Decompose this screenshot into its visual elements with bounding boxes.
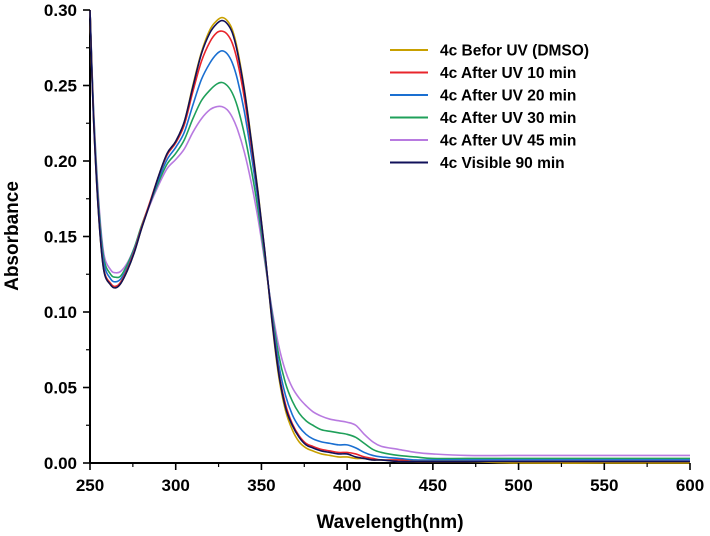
x-tick-label: 350 bbox=[247, 476, 275, 495]
y-tick-label: 0.25 bbox=[44, 77, 77, 96]
series-line-4 bbox=[89, 9, 690, 460]
series-line-5 bbox=[89, 9, 690, 457]
series-line-6 bbox=[89, 9, 690, 463]
series-line-2 bbox=[89, 9, 690, 463]
series-line-3 bbox=[89, 9, 690, 461]
legend-label-6: 4c Visible 90 min bbox=[440, 155, 565, 172]
plot-frame bbox=[89, 10, 690, 464]
legend-label-3: 4c After UV 20 min bbox=[440, 88, 576, 105]
y-axis-ticks: 0.00 0.05 0.10 0.15 0.20 0.25 0.30 bbox=[44, 1, 90, 473]
legend: 4c Befor UV (DMSO) 4c After UV 10 min 4c A… bbox=[390, 43, 589, 172]
y-tick-label: 0.15 bbox=[44, 228, 77, 247]
y-axis-title: Absorbance bbox=[2, 181, 23, 291]
y-tick-label: 0.10 bbox=[44, 303, 77, 322]
y-tick-label: 0.00 bbox=[44, 454, 77, 473]
x-tick-label: 500 bbox=[504, 476, 532, 495]
x-axis-title: Wavelength(nm) bbox=[316, 512, 463, 533]
x-tick-label: 550 bbox=[590, 476, 618, 495]
x-axis-ticks: 250 300 350 400 450 500 550 600 bbox=[76, 463, 704, 495]
x-tick-label: 250 bbox=[76, 476, 104, 495]
legend-label-4: 4c After UV 30 min bbox=[440, 110, 576, 127]
x-tick-label: 600 bbox=[676, 476, 704, 495]
y-tick-label: 0.20 bbox=[44, 152, 77, 171]
series-layer bbox=[89, 9, 690, 464]
legend-label-2: 4c After UV 10 min bbox=[440, 65, 576, 82]
y-tick-label: 0.05 bbox=[44, 379, 77, 398]
y-tick-label: 0.30 bbox=[44, 1, 77, 20]
x-tick-label: 400 bbox=[333, 476, 361, 495]
x-tick-label: 450 bbox=[419, 476, 447, 495]
series-line-1 bbox=[89, 9, 690, 464]
legend-label-5: 4c After UV 45 min bbox=[440, 133, 576, 150]
x-tick-label: 300 bbox=[162, 476, 190, 495]
legend-label-1: 4c Befor UV (DMSO) bbox=[440, 43, 589, 60]
